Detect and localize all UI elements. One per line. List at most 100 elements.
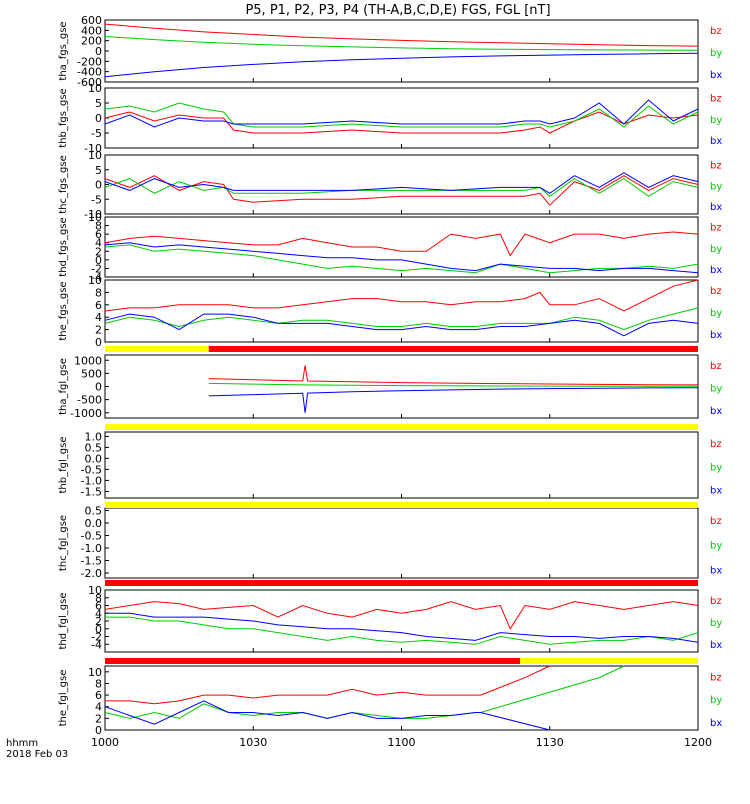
y-tick-label: 0 [95,45,102,58]
y-tick-label: 10 [88,666,102,679]
x-tick-label: 1100 [388,736,416,749]
legend-bx: bx [710,265,722,276]
y-tick-label: 1000 [74,354,102,367]
plot-frame [104,87,699,149]
series-line-bx [105,612,699,643]
legend-bx: bx [710,330,722,341]
y-axis-label: thb_fgs_gse [58,88,69,147]
y-tick-label: 10 [88,82,102,95]
series-line-bx [104,313,699,337]
plot-frame [104,665,699,731]
legend-by: by [710,695,722,706]
series-line-bz [104,279,699,312]
legend-bz: bz [710,94,722,105]
legend-bz: bz [710,160,722,171]
y-tick-label: 10 [88,211,102,224]
series-line-by [104,307,699,331]
y-tick-label: 0 [95,623,102,636]
y-tick-label: 0 [95,254,102,267]
y-tick-label: -10 [84,208,102,221]
y-tick-label: 5 [95,164,102,177]
mode-bar-segment [208,346,698,352]
y-tick-label: 2 [95,712,102,725]
y-tick-label: 4 [95,701,102,714]
legend-bz: bz [710,672,722,683]
panel-thb_fgl_gse: 1.00.50.0-0.5-1.0-1.5 thb_fgl_gse bz by bx [58,430,722,499]
y-axis-label: thc_fgs_gse [58,155,69,214]
series-line-bx [104,99,699,128]
series-line-by [104,244,699,274]
y-tick-label: 5 [95,97,102,110]
legend-bz: bz [710,223,722,234]
mode-bar-segment [105,502,698,508]
legend-bx: bx [710,565,722,576]
y-tick-label: -500 [77,394,102,407]
y-tick-label: 8 [95,220,102,233]
series-line-bx [104,172,699,194]
series-line-bx [104,52,699,78]
y-tick-label: 2 [95,615,102,628]
y-axis-label: thc_fgl_gse [58,515,69,571]
series-line-bz [104,601,699,630]
y-tick-label: -4 [91,271,102,284]
legend-bx: bx [710,136,722,147]
y-axis-label: tha_fgl_gse [58,358,69,415]
y-tick-label: 8 [95,677,102,690]
mode-bar-segment [105,424,698,430]
y-tick-label: 0.0 [85,517,103,530]
y-tick-label: -1.0 [81,542,102,555]
y-tick-label: 10 [88,584,102,597]
mode-bar-segment [520,658,698,664]
y-tick-label: -1000 [70,407,102,420]
y-tick-label: 400 [81,24,102,37]
y-tick-label: -200 [77,55,102,68]
y-tick-label: 8 [95,286,102,299]
series-line-by [105,616,699,645]
x-tick-label: 1000 [91,736,119,749]
y-tick-label: 6 [95,228,102,241]
chart-title: P5, P1, P2, P3, P4 (TH-A,B,C,D,E) FGS, F… [245,3,550,18]
y-tick-label: 2 [95,245,102,258]
y-tick-label: 0 [95,112,102,125]
legend-by: by [710,115,722,126]
series-line-by [208,382,699,387]
y-tick-label: 0.0 [85,452,103,465]
y-tick-label: 0 [95,336,102,349]
y-tick-label: -2.0 [81,567,102,580]
legend-by: by [710,462,722,473]
y-tick-label: 0 [95,179,102,192]
y-tick-label: -600 [77,76,102,89]
plot-frame [104,431,699,499]
legend-bx: bx [710,202,722,213]
y-tick-label: -0.5 [81,463,102,476]
time-label: hhmm [6,738,38,749]
plot-frame [104,279,699,343]
y-tick-label: 1.0 [85,430,103,443]
y-tick-label: 0.5 [85,441,103,454]
y-tick-label: -10 [84,142,102,155]
y-tick-label: -1.0 [81,474,102,487]
legend-bz: bz [710,439,722,450]
y-tick-label: -1.5 [81,555,102,568]
mode-bar-segment [105,580,698,586]
series-line-bz [104,23,699,47]
x-tick-label: 1130 [536,736,564,749]
y-tick-label: 0 [95,724,102,737]
y-tick-label: 6 [95,689,102,702]
legend-bz: bz [710,286,722,297]
y-axis-label: thd_fgs_gse [58,217,69,276]
mode-bar-segment [105,658,521,664]
y-tick-label: -5 [91,193,102,206]
legend-by: by [710,541,722,552]
legend-bz: bz [710,26,722,37]
y-tick-label: 4 [95,237,102,250]
series-line-bx [104,700,550,731]
legend-by: by [710,181,722,192]
